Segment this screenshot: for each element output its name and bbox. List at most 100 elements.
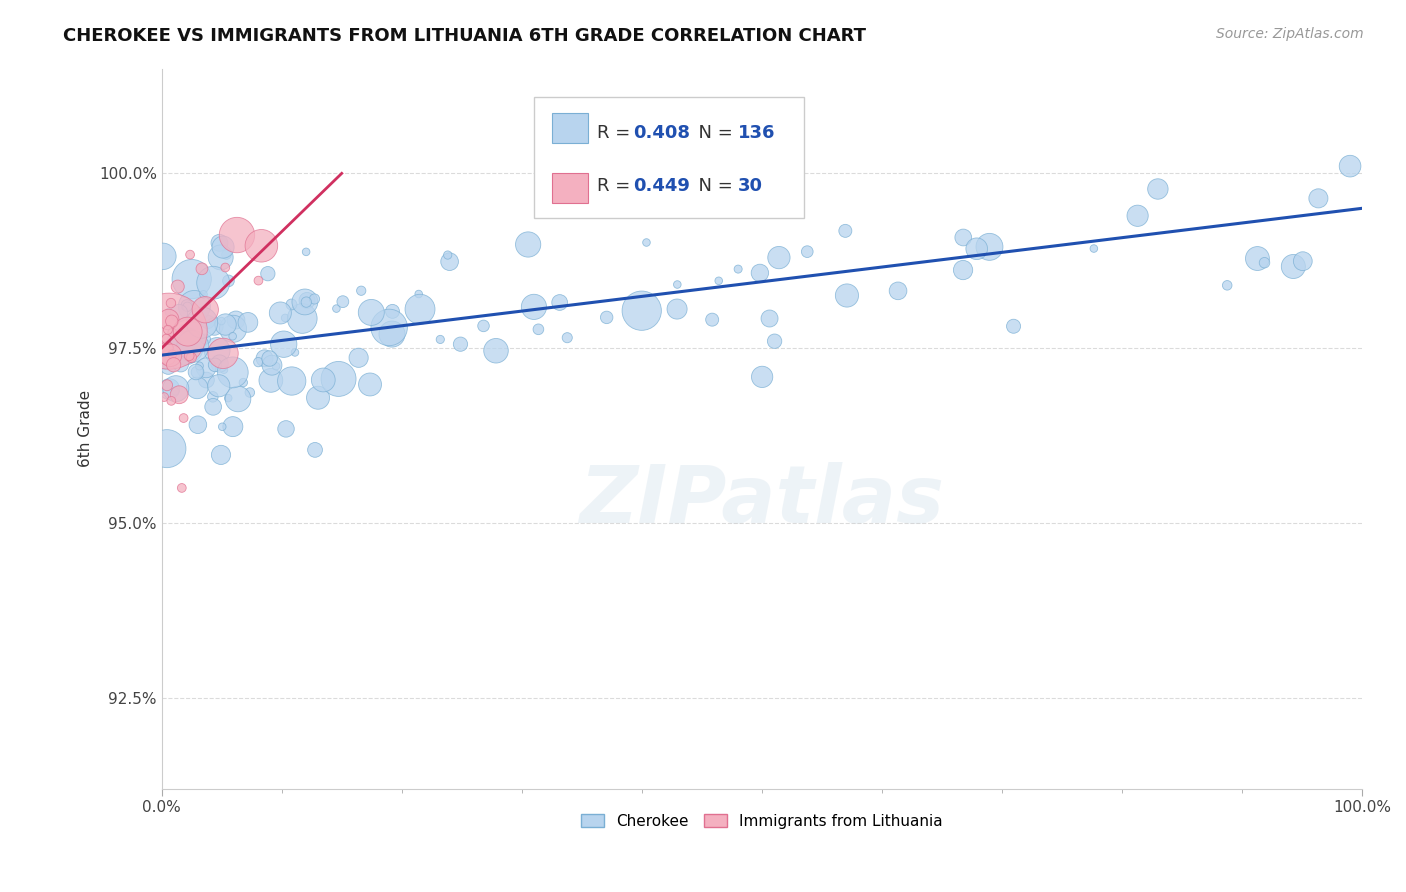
Point (226, 392, 249, 406)
Point (180, 272, 202, 286)
Point (274, 422, 297, 436)
Point (758, 311, 780, 326)
Point (157, 312, 180, 326)
Point (450, 337, 472, 351)
Point (295, 244, 318, 259)
Point (156, 323, 179, 337)
Point (176, 300, 198, 314)
Point (208, 378, 231, 392)
Point (284, 345, 307, 359)
Point (201, 390, 224, 404)
Point (1002, 319, 1025, 334)
Point (269, 306, 291, 320)
Point (436, 248, 458, 262)
Point (165, 384, 187, 399)
Text: R =: R = (598, 124, 637, 143)
Point (208, 357, 231, 371)
Point (160, 393, 183, 408)
Point (328, 372, 350, 386)
Point (166, 279, 188, 293)
Point (247, 355, 270, 369)
Point (291, 311, 314, 326)
Text: 136: 136 (738, 124, 775, 143)
Point (209, 314, 232, 328)
Point (295, 293, 318, 308)
Point (409, 302, 432, 317)
Point (236, 315, 259, 329)
Point (472, 318, 495, 333)
Point (485, 343, 508, 358)
Point (707, 274, 730, 288)
Point (1126, 209, 1149, 223)
Point (191, 316, 214, 330)
Point (527, 322, 550, 336)
Point (250, 239, 273, 253)
Point (381, 304, 404, 318)
Point (202, 319, 225, 334)
Point (260, 358, 283, 372)
Point (548, 295, 571, 310)
Point (205, 343, 228, 358)
Point (1339, 159, 1361, 173)
Point (273, 337, 295, 351)
Point (429, 333, 451, 347)
Point (212, 240, 235, 254)
Point (257, 267, 280, 281)
Point (170, 357, 193, 371)
Point (887, 284, 910, 298)
Text: R =: R = (598, 177, 637, 194)
Point (835, 288, 858, 302)
Point (176, 298, 198, 312)
FancyBboxPatch shape (551, 173, 588, 203)
Point (160, 347, 183, 361)
Point (179, 349, 201, 363)
Point (186, 365, 208, 379)
Point (763, 334, 786, 349)
Point (247, 274, 270, 288)
Point (215, 247, 238, 261)
Point (280, 374, 302, 388)
Point (666, 277, 689, 292)
Point (173, 339, 195, 353)
Point (167, 388, 190, 402)
Point (197, 315, 219, 329)
Text: CHEROKEE VS IMMIGRANTS FROM LITHUANIA 6TH GRADE CORRELATION CHART: CHEROKEE VS IMMIGRANTS FROM LITHUANIA 6T… (63, 27, 866, 45)
Point (768, 251, 790, 265)
Text: Source: ZipAtlas.com: Source: ZipAtlas.com (1216, 27, 1364, 41)
Point (280, 297, 302, 311)
Point (239, 385, 262, 400)
Point (748, 266, 770, 280)
Point (834, 224, 856, 238)
Point (170, 481, 193, 495)
Point (183, 300, 205, 314)
Point (214, 318, 236, 332)
Point (181, 339, 204, 353)
FancyBboxPatch shape (551, 113, 588, 144)
Point (173, 321, 195, 335)
Text: N =: N = (688, 177, 740, 194)
Point (307, 391, 329, 405)
Point (194, 302, 217, 317)
Point (193, 287, 215, 301)
Point (226, 227, 249, 242)
Point (153, 390, 176, 404)
Point (952, 263, 974, 277)
Point (264, 359, 287, 374)
Point (381, 327, 404, 342)
Point (1216, 278, 1239, 293)
Point (350, 284, 373, 298)
Text: 30: 30 (738, 177, 763, 194)
Point (1292, 254, 1315, 268)
Point (636, 235, 658, 250)
Point (214, 260, 236, 275)
Point (156, 378, 179, 392)
Point (156, 442, 179, 456)
Point (221, 329, 243, 343)
Point (359, 377, 381, 392)
Point (159, 348, 181, 362)
Text: N =: N = (688, 124, 740, 143)
Point (1308, 191, 1330, 205)
Point (952, 230, 974, 244)
Point (177, 325, 200, 339)
Point (295, 295, 318, 310)
